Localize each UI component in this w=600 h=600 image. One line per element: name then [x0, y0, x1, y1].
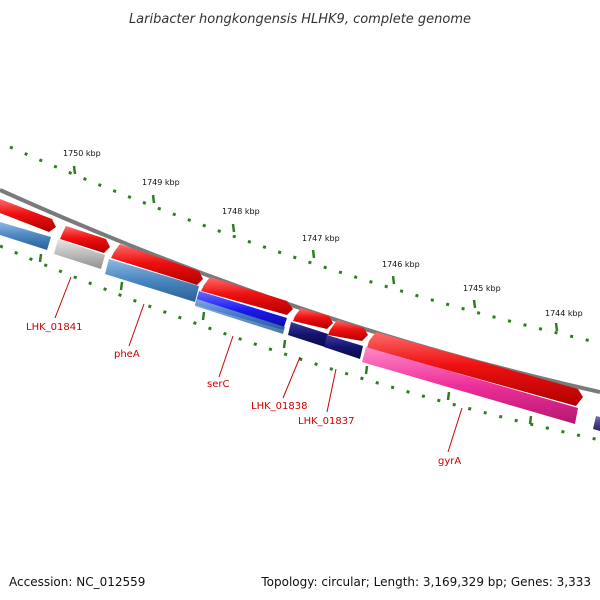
- gene-feature[interactable]: [0, 199, 56, 232]
- gene-label: pheA: [114, 349, 140, 360]
- forward-strand-track: [0, 199, 583, 406]
- gene-feature[interactable]: [105, 259, 199, 302]
- map-title: Laribacter hongkongensis HLHK9, complete…: [129, 12, 471, 27]
- gene-feature[interactable]: [362, 347, 578, 424]
- gene-feature[interactable]: [288, 322, 328, 347]
- gene-feature[interactable]: [54, 239, 105, 269]
- tick-label: 1750 kbp: [63, 149, 101, 158]
- tick-label: 1749 kbp: [142, 178, 180, 187]
- tick-label: 1744 kbp: [545, 309, 583, 318]
- gene-label: LHK_01837: [298, 416, 354, 427]
- accession-text: Accession: NC_012559: [9, 575, 145, 589]
- gene-feature[interactable]: [195, 291, 287, 330]
- gene-feature[interactable]: [60, 226, 110, 253]
- gene-label: gyrA: [438, 456, 461, 467]
- gene-feature[interactable]: [324, 335, 363, 359]
- tick-label: 1747 kbp: [302, 234, 340, 243]
- tick-label: 1745 kbp: [463, 284, 501, 293]
- tick-label: 1746 kbp: [382, 260, 420, 269]
- gene-feature[interactable]: [593, 416, 600, 431]
- genome-backbone: [0, 188, 600, 394]
- gene-label: LHK_01841: [26, 322, 82, 333]
- scale-ticks: [0, 145, 600, 442]
- genome-summary-text: Topology: circular; Length: 3,169,329 bp…: [260, 575, 591, 589]
- gene-feature[interactable]: [111, 244, 203, 285]
- gene-label: LHK_01838: [251, 401, 307, 412]
- gene-feature[interactable]: [367, 332, 583, 406]
- gene-feature[interactable]: [0, 222, 51, 250]
- gene-feature[interactable]: [328, 320, 368, 341]
- gene-label: serC: [207, 379, 229, 390]
- tick-label: 1748 kbp: [222, 207, 260, 216]
- label-leaders: [54, 276, 463, 453]
- gene-feature[interactable]: [195, 299, 285, 334]
- gene-feature[interactable]: [201, 277, 293, 315]
- gene-feature[interactable]: [293, 308, 333, 329]
- reverse-strand-track: [0, 222, 600, 431]
